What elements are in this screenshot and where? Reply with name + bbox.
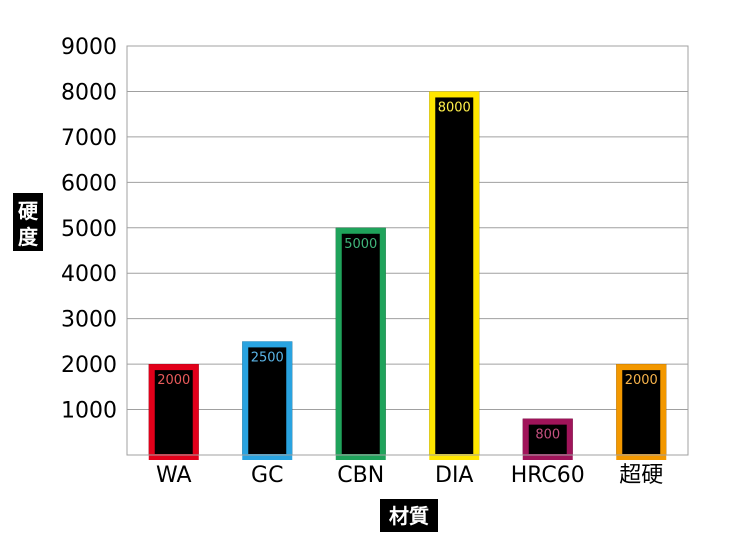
bar [429, 91, 480, 455]
bar-group: 2000 [148, 364, 199, 460]
y-tick-label: 3000 [61, 308, 117, 333]
x-tick-label: CBN [337, 463, 384, 488]
data-label: 5000 [344, 237, 377, 252]
y-tick-label: 6000 [61, 171, 117, 196]
data-label: 2500 [251, 350, 284, 365]
bar-outline [429, 91, 480, 460]
data-label: 2000 [625, 373, 658, 388]
bar [335, 227, 386, 455]
bar-group: 800 [522, 418, 573, 460]
bar-group: 5000 [335, 227, 386, 460]
x-axis-label: 材質 [389, 504, 429, 528]
x-tick-label: WA [156, 463, 192, 488]
bars: 2000 2500 5000 8000 800 2000 [148, 91, 667, 460]
x-tick-labels: WA GC CBN DIA HRC60 超硬 [156, 463, 663, 488]
y-tick-label: 1000 [61, 399, 117, 424]
bar-outline [522, 418, 573, 460]
y-tick-label: 7000 [61, 126, 117, 151]
data-label: 8000 [438, 100, 471, 115]
bar [522, 418, 573, 455]
y-tick-label: 4000 [61, 262, 117, 287]
bar-outline [335, 227, 386, 460]
y-axis-title: 硬 度 [13, 193, 43, 251]
svg-text:度: 度 [18, 225, 39, 249]
y-tick-label: 9000 [61, 35, 117, 60]
bar-outline [616, 364, 667, 460]
x-tick-label: HRC60 [511, 463, 585, 488]
bar-group: 2000 [616, 364, 667, 460]
data-label: 2000 [157, 373, 190, 388]
plot-frame [126, 45, 689, 456]
data-label: 800 [535, 428, 560, 443]
x-tick-label: GC [251, 463, 283, 488]
bar [242, 341, 293, 455]
bar-outline [242, 341, 293, 460]
y-tick-labels: 1000 2000 3000 4000 5000 6000 7000 8000 9000 [61, 35, 117, 424]
svg-text:硬: 硬 [18, 199, 39, 223]
x-tick-label: 超硬 [619, 463, 663, 488]
bar [616, 364, 667, 455]
gridlines [127, 45, 688, 411]
y-tick-label: 2000 [61, 353, 117, 378]
y-tick-label: 8000 [61, 80, 117, 105]
bar-outline [148, 364, 199, 460]
bar [148, 364, 199, 455]
x-tick-label: DIA [435, 463, 473, 488]
x-axis-title: 材質 [380, 499, 438, 532]
bar-group: 8000 [429, 91, 480, 460]
y-tick-label: 5000 [61, 217, 117, 242]
bar-group: 2500 [242, 341, 293, 460]
